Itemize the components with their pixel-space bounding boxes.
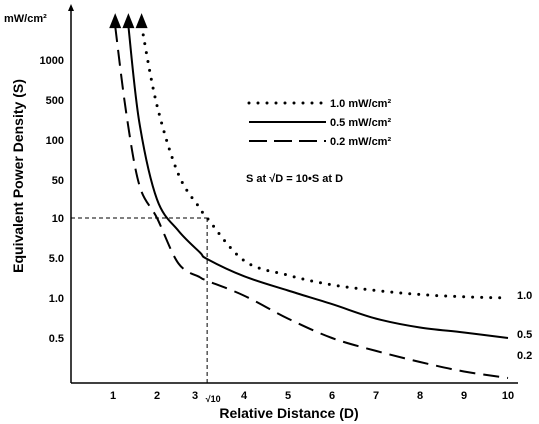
y-tick-label: 5.0 xyxy=(49,253,64,265)
y-tick-label: 10 xyxy=(52,213,64,225)
x-tick-labels: 1 2 3 √10 4 5 6 7 8 9 10 xyxy=(110,390,514,404)
y-tick-label: 100 xyxy=(46,135,64,147)
series-line-dashed xyxy=(114,25,509,379)
y-tick-label: 1.0 xyxy=(49,293,64,305)
y-tick-label: 0.5 xyxy=(49,333,64,345)
legend-label: 0.5 mW/cm² xyxy=(330,117,391,129)
unit-label: mW/cm² xyxy=(4,13,47,25)
x-tick-label: 5 xyxy=(285,390,291,402)
x-axis-label: Relative Distance (D) xyxy=(219,405,358,421)
curves xyxy=(114,24,510,379)
legend: 1.0 mW/cm² 0.5 mW/cm² 0.2 mW/cm² xyxy=(247,98,391,148)
legend-label: 0.2 mW/cm² xyxy=(330,136,391,148)
reference-lines xyxy=(71,217,208,383)
x-tick-label: 10 xyxy=(502,390,514,402)
y-axis-label: Equivalent Power Density (S) xyxy=(10,79,26,273)
x-tick-label: 9 xyxy=(461,390,467,402)
series-end-label-dotted: 1.0 xyxy=(517,290,532,302)
x-tick-label: 1 xyxy=(110,390,116,402)
series-end-label-dashed: 0.2 xyxy=(517,350,532,362)
x-tick-label: 6 xyxy=(329,390,335,402)
y-tick-label: 50 xyxy=(52,175,64,187)
axes xyxy=(68,4,518,384)
series-line-solid xyxy=(127,25,509,339)
x-tick-label: √10 xyxy=(206,394,221,404)
legend-label: 1.0 mW/cm² xyxy=(330,98,391,110)
series-end-labels: 1.0 0.5 0.2 xyxy=(517,290,532,362)
x-tick-label: 8 xyxy=(417,390,423,402)
series-end-label-solid: 0.5 xyxy=(517,329,532,341)
x-tick-label: 7 xyxy=(373,390,379,402)
annotation: S at √D = 10•S at D xyxy=(246,173,343,185)
x-tick-label: 4 xyxy=(241,390,248,402)
arrowhead-dotted xyxy=(135,13,148,29)
y-tick-label: 1000 xyxy=(40,55,64,67)
series-line-dotted xyxy=(140,24,510,300)
curve-arrowheads xyxy=(109,13,148,29)
y-tick-label: 500 xyxy=(46,95,64,107)
arrowhead-solid xyxy=(122,13,135,29)
y-axis-arrowhead xyxy=(68,4,74,11)
arrowhead-dashed xyxy=(109,13,122,29)
y-tick-labels: 0.5 1.0 5.0 10 50 100 500 1000 xyxy=(40,55,64,345)
x-tick-label: 2 xyxy=(154,390,160,402)
x-tick-label: 3 xyxy=(192,390,198,402)
